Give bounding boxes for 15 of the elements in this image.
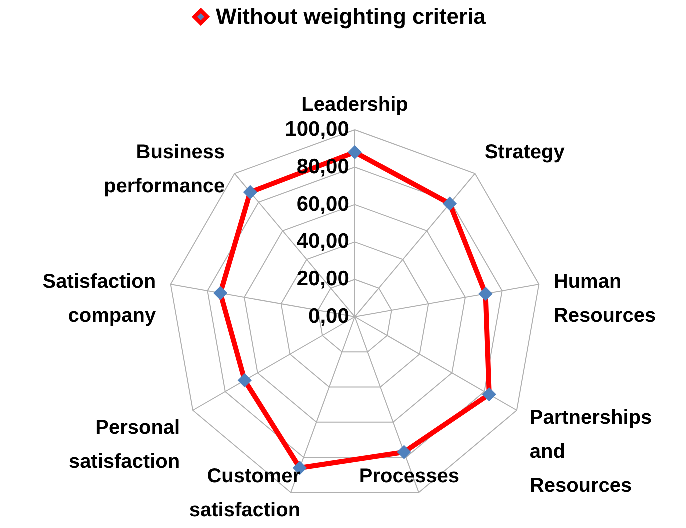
spoke-label: Business performance xyxy=(104,141,226,198)
y-tick-label: 0,00 xyxy=(308,305,350,328)
y-tick-label: 40,00 xyxy=(296,230,350,254)
spoke-label: Strategy xyxy=(484,141,566,164)
spoke-label: Personal satisfaction xyxy=(68,416,180,473)
spoke-label: Partnerships and Resources xyxy=(530,406,652,497)
y-tick-label: 20,00 xyxy=(296,268,350,291)
y-tick-label: 60,00 xyxy=(296,192,350,216)
y-tick-label: 100,00 xyxy=(285,118,350,141)
spoke-label: Leadership xyxy=(302,94,408,116)
spoke-label: Processes xyxy=(359,466,460,488)
spoke-label: Customer satisfaction xyxy=(189,466,301,522)
legend-label: Without weighting criteria xyxy=(216,4,487,29)
spoke-label: Satisfaction company xyxy=(42,270,157,327)
spoke-label: Human Resources xyxy=(554,270,656,327)
